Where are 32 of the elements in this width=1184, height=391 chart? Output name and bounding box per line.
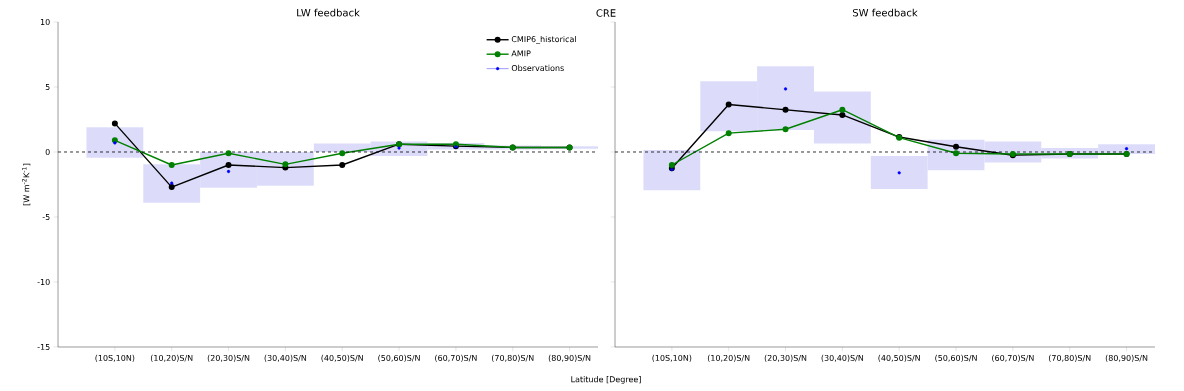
x-tick-label: (70,80)S/N <box>491 354 534 362</box>
chart-title: SW feedback <box>852 8 918 17</box>
y-tick-label: 0 <box>45 148 50 156</box>
x-tick-label: (20,30)S/N <box>764 354 807 362</box>
y-axis-title: [W m$^{-2}$K$^{-1}$] <box>21 163 31 206</box>
legend-label: CMIP6_historical <box>511 35 576 44</box>
y-tick-label: -15 <box>37 344 50 350</box>
x-tick-label: (50,60)S/N <box>378 354 420 362</box>
x-tick-label: (10,20)S/N <box>150 354 193 362</box>
text: CRE <box>596 9 616 17</box>
legend-label: AMIP <box>511 50 531 57</box>
x-tick-label: (30,40)S/N <box>264 354 307 362</box>
x-tick-label: (50,60)S/N <box>935 354 977 362</box>
y-tick-label: -10 <box>37 278 50 286</box>
x-tick-label: (40,50)S/N <box>878 354 920 362</box>
x-tick-label: (60,70)S/N <box>435 354 477 362</box>
x-tick-label: (10,20)S/N <box>707 354 750 362</box>
y-tick-label: 10 <box>40 18 50 26</box>
x-tick-label: (30,40)S/N <box>821 354 864 362</box>
y-tick-label: 5 <box>45 84 50 90</box>
x-tick-label: (60,70)S/N <box>992 354 1034 362</box>
x-tick-label: (20,30)S/N <box>207 354 250 362</box>
x-axis-title: Latitude [Degree] <box>571 376 641 384</box>
x-tick-label: (70,80)S/N <box>1048 354 1091 362</box>
x-tick-label: (40,50)S/N <box>321 354 363 362</box>
x-tick-label: (80,90)S/N <box>1105 354 1148 362</box>
x-tick-label: (80,90)S/N <box>548 354 591 362</box>
x-tick-label: (10S,10N) <box>95 354 135 362</box>
legend-label: Observations <box>511 64 564 72</box>
y-tick-label: -5 <box>42 214 50 220</box>
chart-title: LW feedback <box>297 8 360 17</box>
x-tick-label: (10S,10N) <box>652 354 692 362</box>
